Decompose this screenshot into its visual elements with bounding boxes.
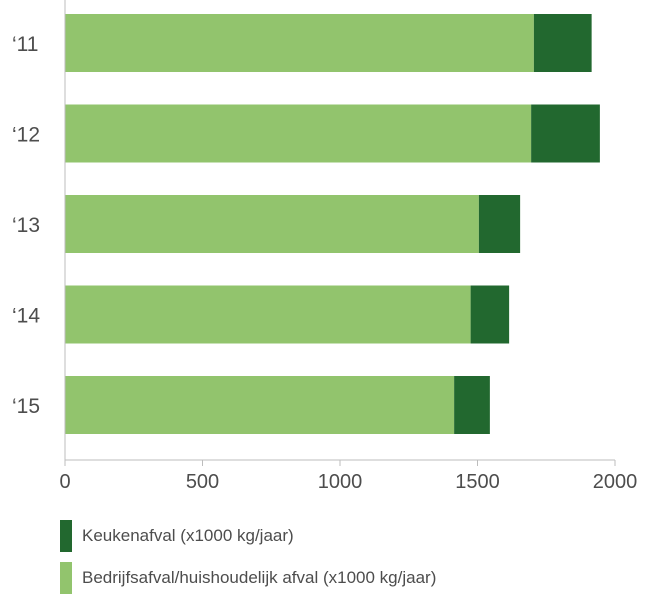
x-axis: 0 500 1000 1500 2000: [59, 0, 637, 493]
bar-keukenafval-1: [531, 104, 600, 163]
bars-group: [65, 14, 600, 434]
bar-chart: ‘11 ‘12 ‘13 ‘14 ‘15 0 500 1000 1500 2000: [12, 0, 637, 493]
x-tick-label: 1000: [318, 471, 363, 493]
category-label: ‘13: [12, 214, 40, 237]
legend-item: Keukenafval (x1000 kg/jaar): [60, 520, 436, 552]
category-label: ‘12: [12, 124, 40, 147]
bar-keukenafval-0: [533, 14, 592, 72]
category-labels: ‘11 ‘12 ‘13 ‘14 ‘15: [12, 33, 40, 418]
bar-bedrijfsafval-2: [65, 195, 479, 253]
bar-bedrijfsafval-3: [65, 285, 471, 344]
category-label: ‘15: [12, 395, 40, 418]
category-label: ‘14: [12, 305, 40, 328]
x-tick-label: 0: [59, 471, 70, 493]
legend-swatch: [60, 562, 72, 594]
legend-label: Bedrijfsafval/huishoudelijk afval (x1000…: [82, 568, 437, 587]
bar-keukenafval-2: [478, 195, 521, 253]
category-label: ‘11: [12, 33, 38, 56]
legend-swatch: [60, 520, 72, 552]
legend-item: Bedrijfsafval/huishoudelijk afval (x1000…: [60, 562, 436, 594]
x-tick-label: 500: [186, 471, 219, 493]
bar-bedrijfsafval-1: [65, 104, 532, 163]
bar-bedrijfsafval-0: [65, 14, 534, 72]
legend: Keukenafval (x1000 kg/jaar) Bedrijfsafval…: [60, 520, 436, 604]
legend-label: Keukenafval (x1000 kg/jaar): [82, 526, 294, 545]
x-tick-label: 1500: [455, 471, 500, 493]
x-tick-label: 2000: [593, 471, 638, 493]
bar-keukenafval-3: [470, 285, 510, 344]
bar-keukenafval-4: [454, 376, 490, 434]
bar-bedrijfsafval-4: [65, 376, 455, 434]
